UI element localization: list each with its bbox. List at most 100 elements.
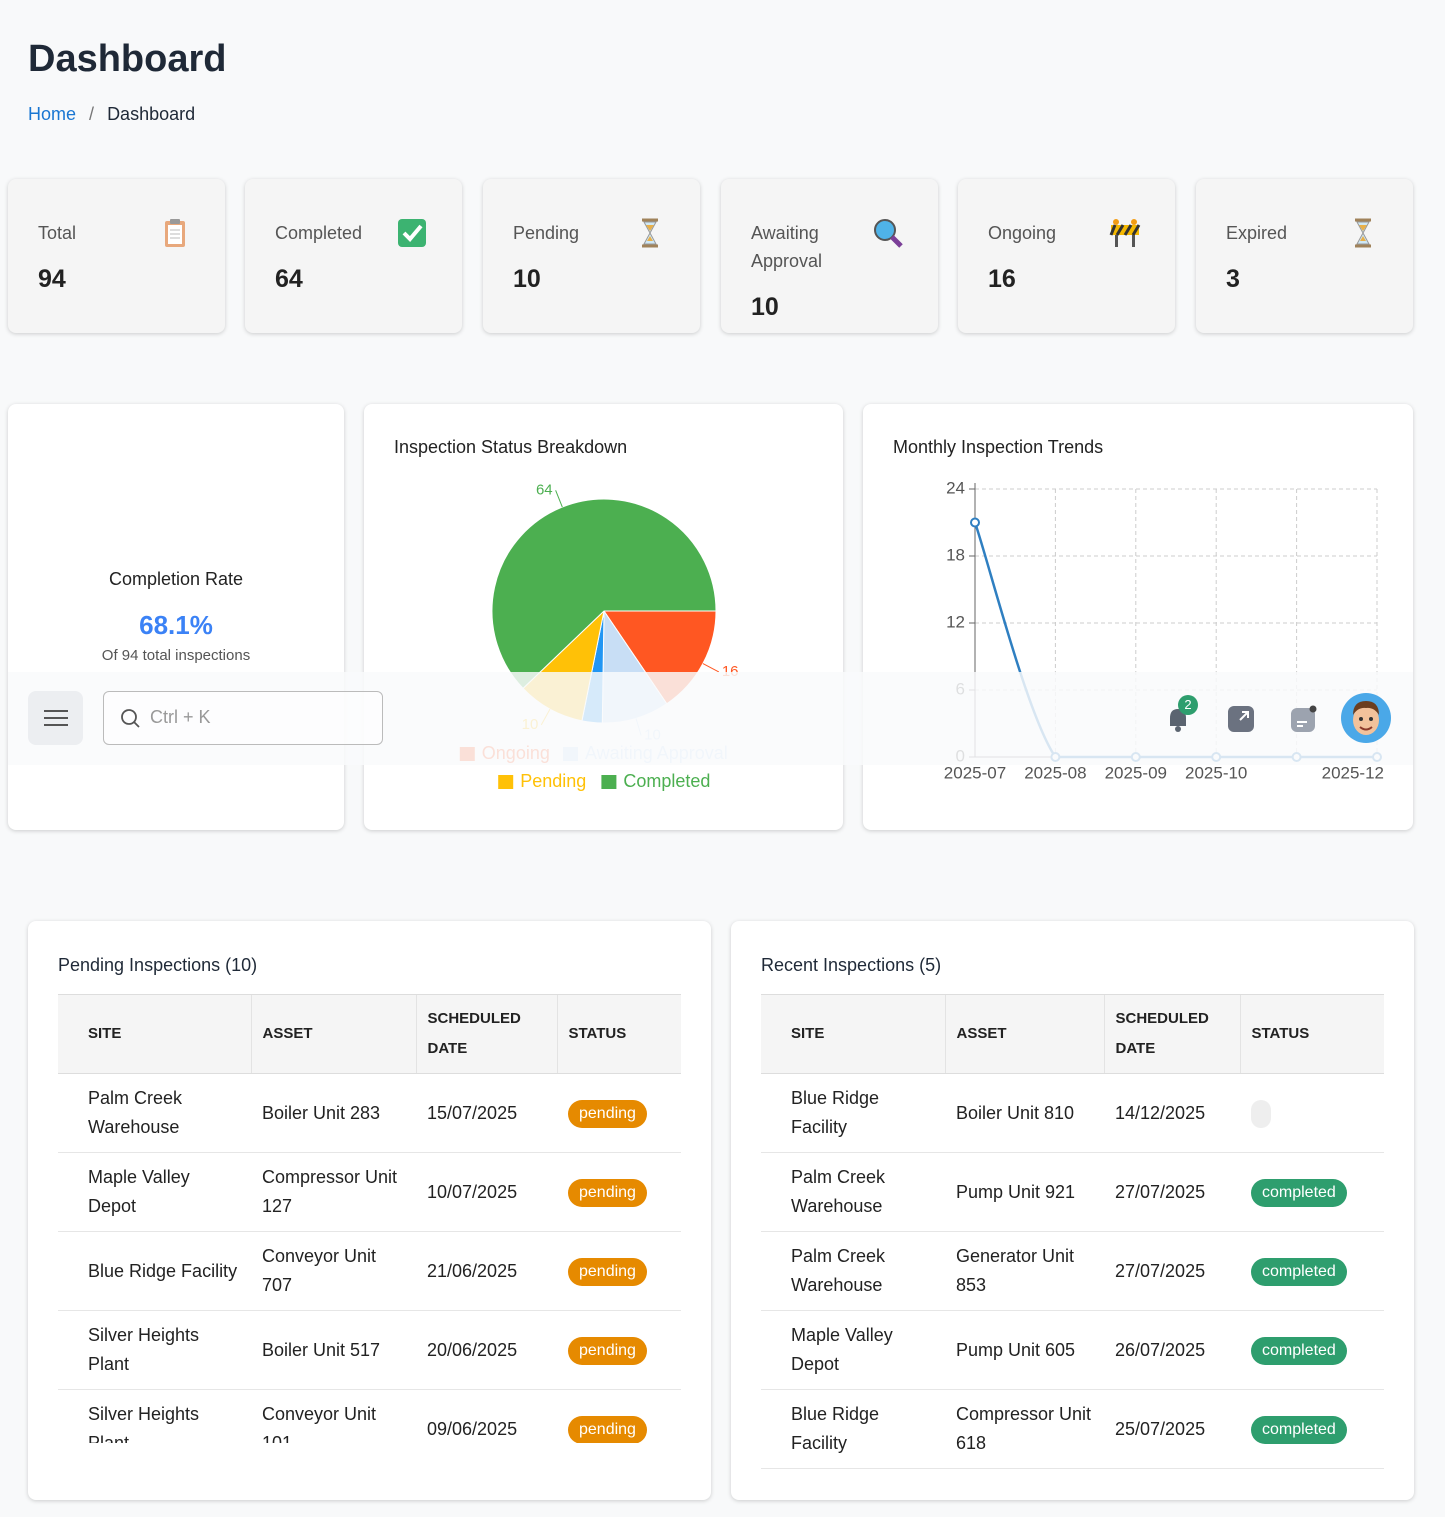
completion-note: Of 94 total inspections	[101, 647, 251, 664]
stat-label: Pending	[513, 223, 580, 243]
table-cell: Palm Creek Warehouse	[761, 1231, 945, 1311]
table-cell: Boiler Unit 517	[251, 1310, 416, 1390]
status-pill	[1251, 1099, 1271, 1128]
table-head: SITE ASSET SCHEDULED DATE STATUS	[58, 994, 681, 1074]
stat-value: 16	[988, 265, 1016, 293]
stat-card: Completed 64	[245, 179, 462, 333]
table-cell: Blue Ridge Facility	[761, 1389, 945, 1469]
table-cell: 27/07/2025	[1104, 1231, 1240, 1311]
table-head: SITE ASSET SCHEDULED DATE STATUS	[761, 994, 1384, 1074]
table-row: Maple Valley Depot Pump Unit 605 26/07/202…	[761, 1310, 1384, 1390]
stat-value: 94	[38, 265, 66, 293]
icon	[1109, 219, 1141, 247]
table-row: Blue Ridge Facility Boiler Unit 810 14/12/…	[761, 1073, 1384, 1153]
table-cell: Boiler Unit 810	[945, 1073, 1104, 1153]
status-pill: pending	[568, 1100, 647, 1128]
column-header: ASSET	[250, 994, 416, 1074]
recent-card: Recent Inspections (5) SITE ASSET SCHEDULE…	[731, 921, 1414, 1500]
column-header: SITE	[761, 994, 945, 1074]
breadcrumb-link[interactable]: Home	[28, 104, 77, 124]
completion-title: Completion Rate	[108, 569, 244, 589]
column-header: SCHEDULED DATE	[415, 994, 557, 1074]
table-cell: 27/07/2025	[1104, 1152, 1240, 1232]
stat-value: 64	[275, 265, 303, 293]
table-cell: Palm Creek Warehouse	[761, 1152, 945, 1232]
status-pill: completed	[1251, 1179, 1347, 1207]
icon	[1355, 218, 1371, 248]
table-cell: 14/12/2025	[1104, 1073, 1240, 1153]
icon	[874, 219, 903, 248]
table-row: Blue Ridge Facility Compressor Unit 618 25…	[761, 1389, 1384, 1469]
table-cell: Conveyor Unit 101	[251, 1389, 416, 1443]
icon	[398, 219, 426, 247]
pending-table: SITE ASSET SCHEDULED DATE STATUS Palm Creek …	[58, 994, 681, 1443]
table-wrap: SITE ASSET SCHEDULED DATE STATUS Blue Ridge …	[761, 994, 1384, 1484]
table-cell: Silver Heights Plant	[58, 1389, 251, 1443]
apps-icon[interactable]	[1289, 704, 1321, 734]
table-wrap: SITE ASSET SCHEDULED DATE STATUS Palm Creek …	[58, 994, 681, 1443]
table-cell: Pump Unit 921	[945, 1152, 1104, 1232]
status-cell: completed	[1240, 1310, 1384, 1390]
notifications[interactable]: 2	[1160, 695, 1200, 738]
table-body: Palm Creek Warehouse Boiler Unit 283 15/07…	[58, 1073, 681, 1443]
stat-icon	[159, 217, 191, 254]
menu-button[interactable]	[28, 691, 83, 745]
line-card	[863, 404, 1413, 830]
table-cell: Compressor Unit 618	[945, 1389, 1104, 1469]
column-header: ASSET	[944, 994, 1104, 1074]
header-row: SITE ASSET SCHEDULED DATE STATUS	[761, 994, 1384, 1074]
status-cell: pending	[557, 1152, 681, 1232]
fullscreen-icon[interactable]	[1226, 704, 1256, 734]
table-cell: 10/07/2025	[416, 1152, 557, 1232]
completion-card: Completion Rate 68.1% Of 94 total inspec…	[8, 404, 344, 830]
stat-icon	[396, 217, 428, 254]
page-title: Dashboard	[28, 38, 227, 80]
table-cell: Blue Ridge Facility	[761, 1073, 945, 1153]
stat-card: Expired 3	[1196, 179, 1413, 333]
status-cell: completed	[1240, 1152, 1384, 1232]
status-cell: pending	[557, 1310, 681, 1390]
table-cell: Compressor Unit 127	[251, 1152, 416, 1232]
status-cell: completed	[1240, 1389, 1384, 1469]
status-cell	[1240, 1073, 1384, 1153]
table-cell: 20/06/2025	[416, 1310, 557, 1390]
status-pill: pending	[568, 1179, 647, 1207]
avatar[interactable]	[1341, 693, 1391, 743]
table-row: Palm Creek Warehouse Pump Unit 921 27/07/2…	[761, 1152, 1384, 1232]
search-placeholder: Ctrl + K	[150, 707, 211, 727]
table-cell: Conveyor Unit 707	[251, 1231, 416, 1311]
stat-card: Pending 10	[483, 179, 700, 333]
table-cell: Blue Ridge Facility	[58, 1231, 251, 1311]
search-icon	[121, 709, 140, 728]
search-box[interactable]: Ctrl + K	[103, 691, 383, 745]
status-pill: pending	[568, 1337, 647, 1365]
table-cell: 21/06/2025	[416, 1231, 557, 1311]
table-cell: Boiler Unit 283	[251, 1073, 416, 1153]
status-cell: pending	[557, 1231, 681, 1311]
table-cell: Palm Creek Warehouse	[58, 1073, 251, 1153]
stat-label: Awaiting Approval	[751, 223, 823, 271]
table-cell: Silver Heights Plant	[58, 1310, 251, 1390]
status-cell: completed	[1240, 1231, 1384, 1311]
header-row: SITE ASSET SCHEDULED DATE STATUS	[58, 994, 681, 1074]
table-row: Silver Heights Plant Boiler Unit 517 20/06…	[58, 1310, 681, 1390]
status-pill: completed	[1251, 1416, 1347, 1444]
icon	[165, 219, 185, 247]
table-title: Pending Inspections (10)	[58, 955, 258, 975]
stat-icon	[1347, 217, 1379, 254]
column-header: STATUS	[556, 994, 681, 1074]
status-cell: pending	[557, 1073, 681, 1153]
stat-value: 3	[1226, 265, 1240, 293]
stat-card: Ongoing 16	[958, 179, 1175, 333]
stat-label: Ongoing	[988, 223, 1057, 243]
stat-icon	[634, 217, 666, 254]
table-row: Silver Heights Plant Conveyor Unit 101 09/…	[58, 1389, 681, 1443]
column-header: SCHEDULED DATE	[1103, 994, 1240, 1074]
breadcrumb: Home / Dashboard	[28, 104, 195, 125]
stat-label: Expired	[1226, 223, 1288, 243]
table-row: Blue Ridge Facility Conveyor Unit 707 21/0…	[58, 1231, 681, 1311]
table-title: Recent Inspections (5)	[761, 955, 942, 975]
table-row: Palm Creek Warehouse Boiler Unit 283 15/07…	[58, 1073, 681, 1153]
table-cell: 15/07/2025	[416, 1073, 557, 1153]
